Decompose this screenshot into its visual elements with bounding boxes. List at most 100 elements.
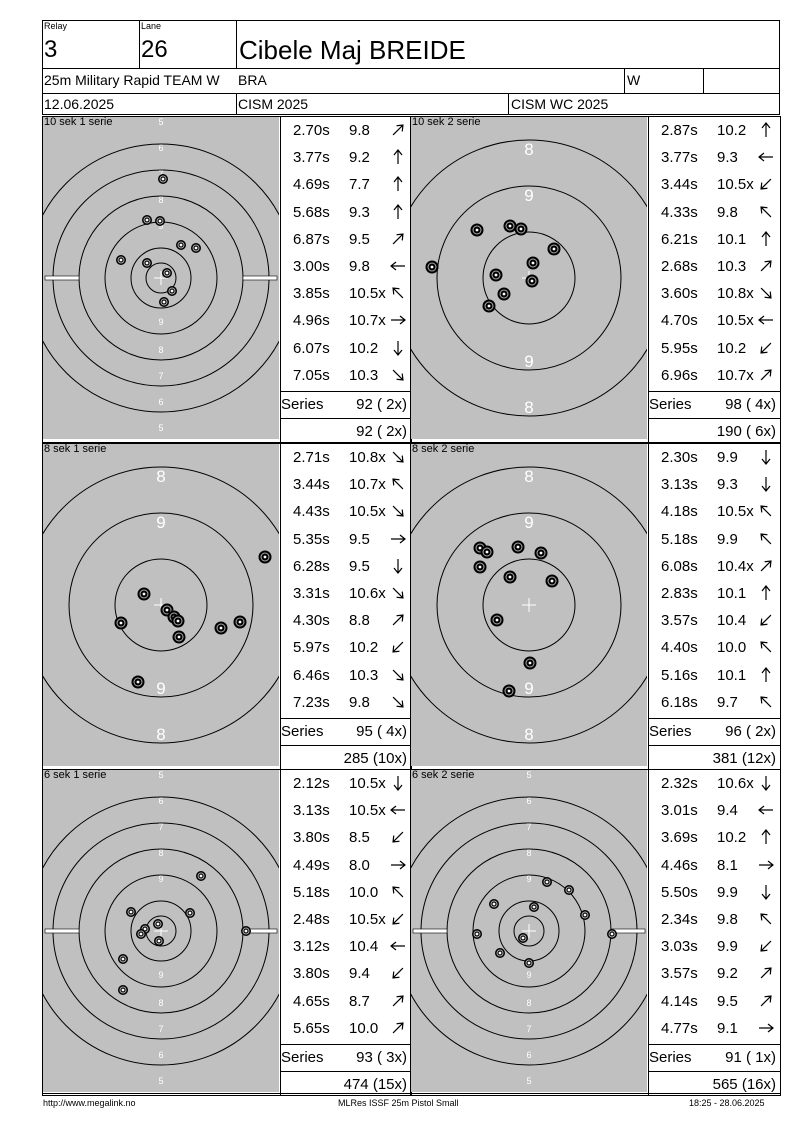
shot-mark — [542, 877, 552, 887]
shot-row: 4.70s 10.5x — [649, 307, 779, 334]
arrow-sw-icon — [755, 609, 777, 631]
ring-number: 5 — [158, 1076, 163, 1086]
arrow-w-icon — [755, 799, 777, 821]
arrow-w-icon — [387, 799, 409, 821]
footer-software: MLRes ISSF 25m Pistol Small — [338, 1098, 459, 1108]
divider — [280, 1044, 412, 1045]
shot-row: 5.18s 9.9 — [649, 526, 779, 553]
target-ring — [114, 558, 208, 652]
shot-time: 3.57s — [661, 612, 698, 630]
shot-mark — [607, 929, 617, 939]
target-ring — [436, 512, 622, 698]
shot-mark — [176, 240, 186, 250]
shot-value: 9.2 — [717, 965, 738, 983]
arrow-n-icon — [755, 582, 777, 604]
ring-number: 8 — [524, 140, 533, 159]
shot-mark — [580, 910, 590, 920]
shot-mark — [502, 684, 516, 698]
shot-value: 10.1 — [717, 585, 747, 602]
shot-mark — [529, 902, 539, 912]
arrow-s-icon — [387, 337, 409, 359]
shot-row: 3.69s 10.2 — [649, 824, 779, 851]
divider — [42, 68, 780, 69]
shot-row: 3.03s 9.9 — [649, 933, 779, 960]
shot-row: 3.44s 10.5x — [649, 171, 779, 198]
shot-row: 2.71s 10.8x — [281, 444, 411, 471]
ring-number: 9 — [524, 679, 533, 698]
shot-row: 5.16s 10.1 — [649, 662, 779, 689]
arrow-w-icon — [387, 255, 409, 277]
shot-mark — [526, 256, 540, 270]
shot-value: 9.2 — [349, 149, 370, 167]
shot-time: 4.49s — [293, 856, 330, 874]
shot-time: 4.18s — [661, 503, 698, 521]
shot-time: 2.34s — [661, 911, 698, 928]
shot-mark — [524, 958, 534, 968]
shot-row: 4.18s 10.5x — [649, 498, 779, 525]
series-title: 10 sek 1 serie — [44, 116, 113, 128]
target-ring — [482, 558, 576, 652]
shot-mark — [114, 616, 128, 630]
shot-row: 2.83s 10.1 — [649, 580, 779, 607]
shot-time: 4.70s — [661, 312, 698, 330]
shot-row: 6.96s 10.7x — [649, 362, 779, 389]
shot-mark — [137, 587, 151, 601]
arrow-w-icon — [755, 309, 777, 331]
shot-mark — [503, 570, 517, 584]
series-total: 96 ( 2x) — [725, 723, 776, 740]
arrow-e-icon — [387, 528, 409, 550]
arrow-n-icon — [755, 228, 777, 250]
arrow-sw-icon — [755, 173, 777, 195]
ring-number: 6 — [158, 397, 163, 407]
target-image: 5 6 7 8 9 9 8 7 6 5 — [43, 770, 279, 1092]
ring-number: 5 — [158, 423, 163, 433]
shot-value: 10.7x — [717, 366, 754, 384]
shot-value: 8.1 — [717, 856, 738, 874]
nation: BRA — [238, 72, 267, 88]
shot-row: 5.65s 10.0 — [281, 1015, 411, 1042]
shot-value: 9.8 — [717, 911, 738, 928]
shot-row: 3.31s 10.6x — [281, 580, 411, 607]
shot-value: 9.8 — [349, 693, 370, 711]
shot-time: 2.70s — [293, 122, 330, 139]
ring-number: 6 — [158, 1050, 163, 1060]
divider — [280, 117, 281, 442]
shot-value: 10.2 — [717, 339, 747, 357]
shot-row: 3.13s 9.3 — [649, 471, 779, 498]
arrow-nw-icon — [755, 201, 777, 223]
divider — [648, 745, 780, 746]
shot-time: 4.30s — [293, 612, 330, 630]
arrow-ne-icon — [755, 364, 777, 386]
shot-row: 4.77s 9.1 — [649, 1015, 779, 1042]
divider — [139, 20, 140, 68]
series-panel: 5 6 7 8 9 9 8 7 6 5 6 sek 2 serie 2.32s 10.6x 3.01s 9.… — [410, 769, 781, 1096]
shot-value: 10.2 — [717, 122, 747, 139]
shot-mark — [472, 929, 482, 939]
shot-time: 5.35s — [293, 530, 330, 548]
arrow-e-icon — [387, 854, 409, 876]
arrow-s-icon — [755, 772, 777, 794]
shot-time: 3.57s — [661, 965, 698, 983]
shot-time: 4.96s — [293, 312, 330, 330]
arrow-n-icon — [755, 826, 777, 848]
shot-value: 10.5x — [349, 911, 386, 928]
shot-time: 3.44s — [293, 476, 330, 494]
shot-mark — [489, 899, 499, 909]
shot-time: 2.32s — [661, 775, 698, 792]
shot-value: 9.9 — [717, 938, 738, 956]
center-cross — [522, 598, 536, 612]
competition: CISM 2025 — [238, 96, 309, 112]
target-ring — [436, 185, 622, 371]
ring-number: 9 — [158, 970, 163, 980]
shot-value: 9.4 — [717, 802, 738, 820]
arrow-sw-icon — [387, 636, 409, 658]
ring-number: 9 — [156, 679, 165, 698]
shot-row: 3.13s 10.5x — [281, 797, 411, 824]
shot-row: 4.30s 8.8 — [281, 607, 411, 634]
shot-row: 3.60s 10.8x — [649, 280, 779, 307]
shot-time: 3.13s — [661, 476, 698, 494]
arrow-sw-icon — [755, 337, 777, 359]
series-label: Series — [649, 1049, 692, 1066]
series-title: 6 sek 2 serie — [412, 769, 475, 781]
shot-value: 10.5x — [717, 312, 754, 330]
